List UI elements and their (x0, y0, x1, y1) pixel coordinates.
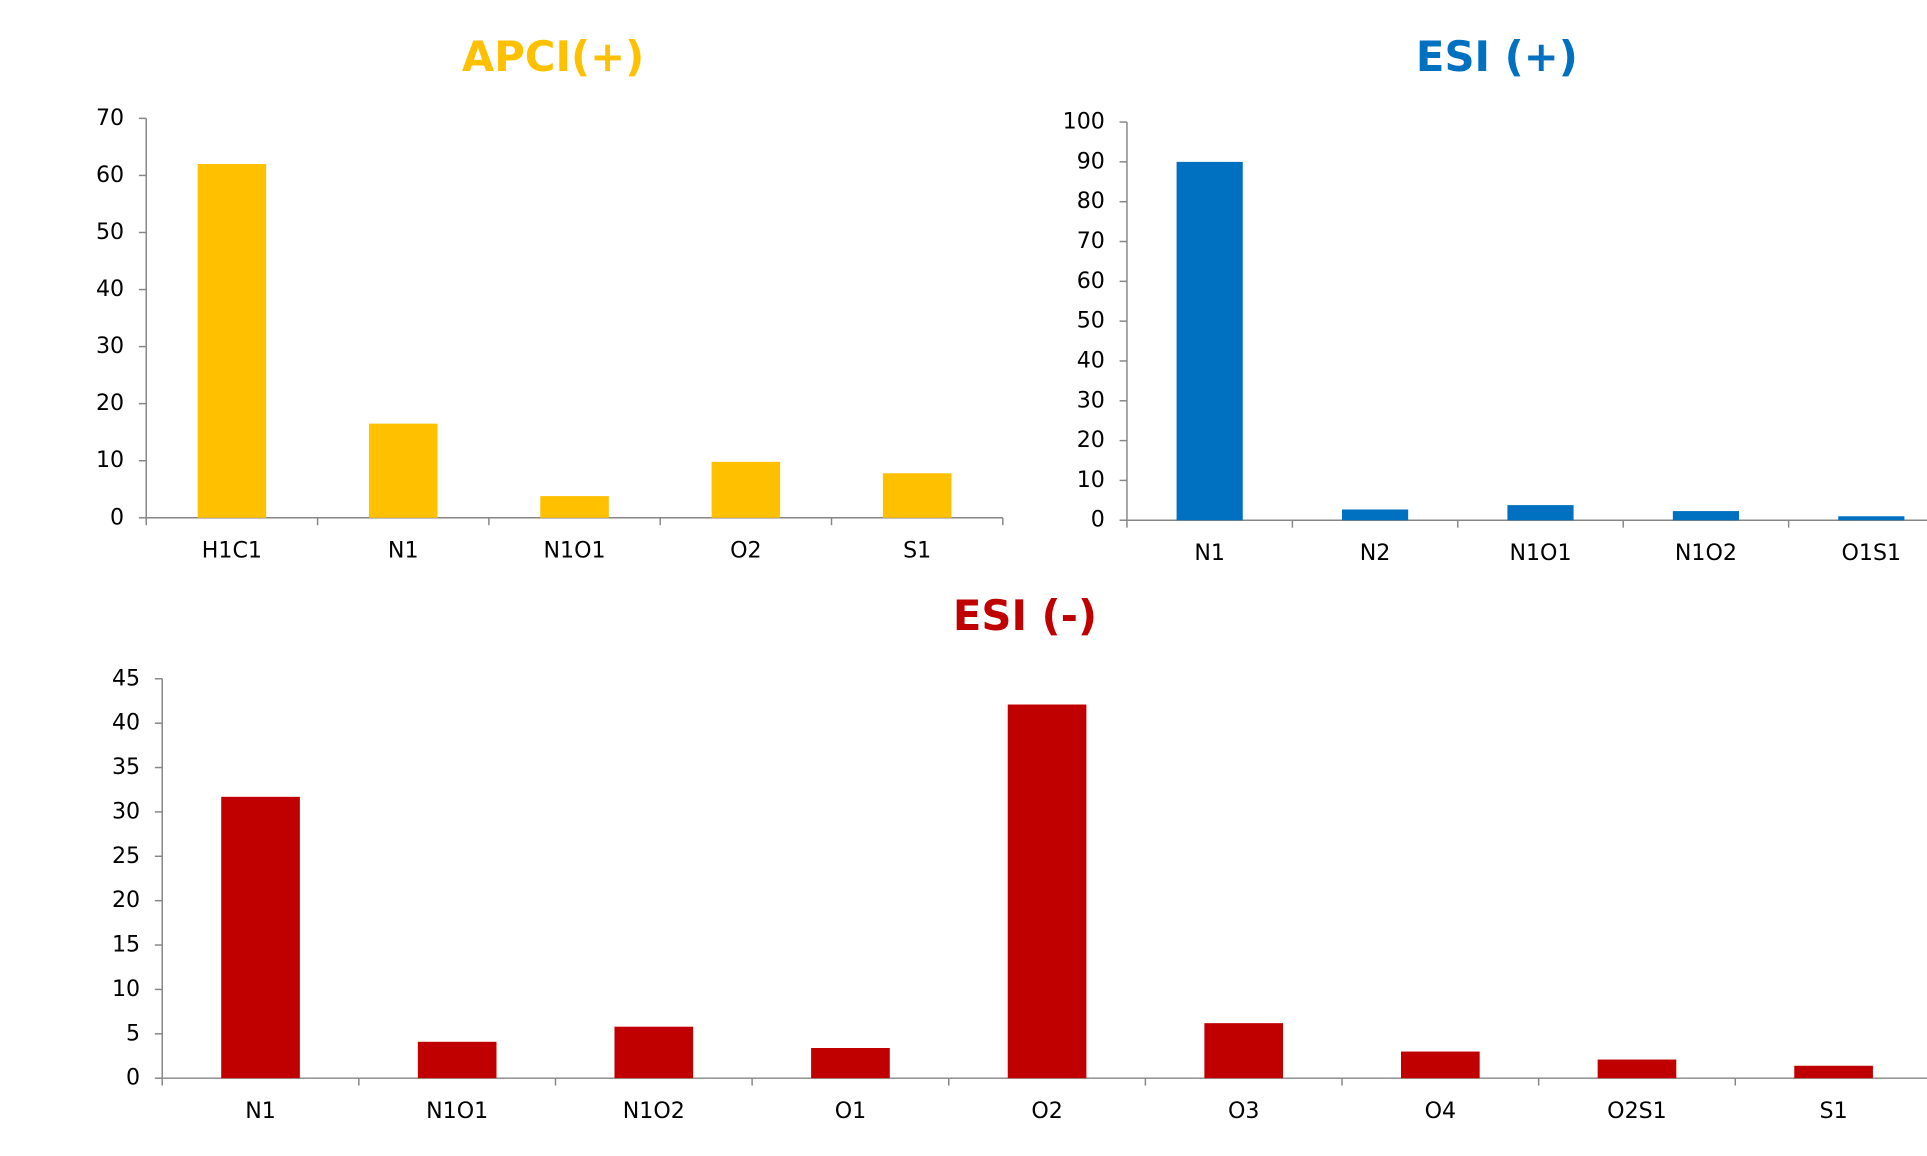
bar (1176, 161, 1243, 521)
chart-title: APCI(+) (462, 32, 644, 81)
x-tick-label: N1 (1194, 540, 1225, 566)
bar (614, 1026, 694, 1079)
y-tick-label: 30 (96, 333, 124, 359)
y-tick-label: 90 (1077, 148, 1105, 174)
y-tick-label: 35 (112, 754, 140, 780)
y-tick-label: 20 (112, 887, 140, 913)
bar (417, 1041, 497, 1079)
y-tick-label: 70 (1077, 228, 1105, 254)
y-tick-label: 10 (112, 976, 140, 1002)
y-tick-label: 20 (1077, 427, 1105, 453)
x-tick-label: N1O2 (1675, 540, 1737, 566)
x-tick-label: N1O1 (1509, 540, 1571, 566)
y-tick-label: 30 (1077, 387, 1105, 413)
chart-title: ESI (-) (953, 591, 1097, 640)
y-tick-label: 0 (1091, 507, 1105, 533)
bar (1401, 1051, 1480, 1079)
y-tick-label: 45 (112, 665, 140, 691)
x-tick-label: O1 (835, 1098, 866, 1124)
bar (1204, 1023, 1284, 1079)
bar (1838, 516, 1905, 521)
y-tick-label: 40 (112, 710, 140, 736)
bar (197, 164, 267, 518)
bar (711, 461, 781, 518)
y-tick-label: 100 (1063, 109, 1105, 135)
y-tick-label: 70 (96, 105, 124, 131)
bar (540, 496, 609, 518)
y-tick-label: 15 (112, 932, 140, 958)
y-tick-label: 20 (96, 390, 124, 416)
y-tick-label: 60 (1077, 268, 1105, 294)
x-tick-label: N1O1 (543, 537, 605, 563)
y-tick-label: 50 (96, 219, 124, 245)
bar (1341, 509, 1409, 521)
y-tick-label: 10 (96, 447, 124, 473)
x-tick-label: S1 (903, 537, 931, 563)
y-tick-label: 0 (110, 504, 124, 530)
y-tick-label: 25 (112, 843, 140, 869)
x-tick-label: O2 (730, 537, 761, 563)
x-tick-label: O4 (1425, 1098, 1456, 1124)
bar (1007, 704, 1087, 1079)
y-tick-label: 10 (1077, 467, 1105, 493)
y-tick-label: 40 (1077, 347, 1105, 373)
bar (1672, 511, 1739, 521)
bar (368, 423, 438, 518)
y-tick-label: 40 (96, 276, 124, 302)
x-tick-label: S1 (1820, 1098, 1848, 1124)
x-tick-label: O2 (1031, 1098, 1062, 1124)
x-tick-label: N1 (388, 537, 419, 563)
bar (221, 796, 300, 1079)
y-tick-label: 50 (1077, 308, 1105, 334)
x-tick-label: N1O2 (623, 1098, 685, 1124)
bar (1597, 1059, 1677, 1079)
bar (811, 1048, 890, 1079)
x-tick-label: N2 (1360, 540, 1391, 566)
chart-title: ESI (+) (1416, 32, 1578, 81)
y-tick-label: 0 (126, 1065, 140, 1091)
x-tick-label: N1O1 (426, 1098, 488, 1124)
y-tick-label: 60 (96, 162, 124, 188)
x-tick-label: O1S1 (1842, 540, 1902, 566)
x-tick-label: H1C1 (202, 537, 262, 563)
y-tick-label: 5 (126, 1020, 140, 1046)
bar (882, 473, 952, 518)
x-tick-label: O3 (1228, 1098, 1259, 1124)
bar (1507, 505, 1574, 521)
x-tick-label: O2S1 (1607, 1098, 1667, 1124)
y-tick-label: 30 (112, 798, 140, 824)
bar (1794, 1065, 1873, 1079)
y-tick-label: 80 (1077, 188, 1105, 214)
x-tick-label: N1 (245, 1098, 276, 1124)
